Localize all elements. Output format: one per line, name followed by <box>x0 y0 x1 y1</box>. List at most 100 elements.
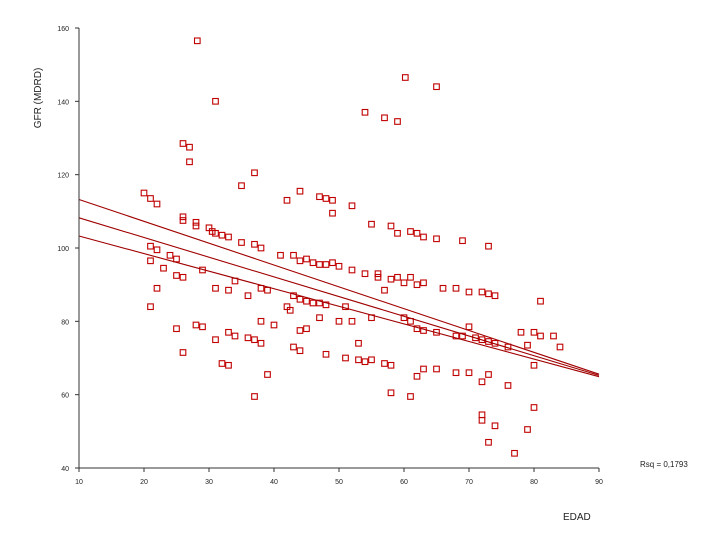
data-point <box>478 378 486 386</box>
data-point <box>160 264 167 272</box>
y-tick-label: 140 <box>57 99 69 106</box>
x-tick-label: 80 <box>530 479 538 486</box>
x-tick-label: 10 <box>75 479 83 486</box>
data-point <box>322 195 330 202</box>
y-tick-label: 100 <box>57 246 69 253</box>
data-point <box>244 334 252 342</box>
data-point <box>303 325 310 333</box>
data-point <box>290 251 297 259</box>
x-tick-label: 30 <box>205 479 213 486</box>
data-point <box>286 306 294 314</box>
data-point <box>387 222 395 230</box>
data-point <box>316 314 323 322</box>
data-point <box>517 328 525 336</box>
data-point <box>147 257 154 265</box>
data-point <box>472 334 479 342</box>
data-point <box>387 389 395 397</box>
data-point <box>251 336 258 344</box>
data-point <box>459 332 466 340</box>
data-point <box>309 259 317 267</box>
data-point <box>257 244 265 252</box>
data-point <box>387 275 395 283</box>
data-point <box>394 273 401 281</box>
data-point <box>316 299 323 307</box>
data-point <box>381 114 388 122</box>
data-point <box>212 336 219 344</box>
data-point <box>303 255 310 263</box>
data-point <box>413 372 421 380</box>
data-point <box>153 246 161 254</box>
data-point <box>355 356 362 364</box>
data-point <box>537 332 544 340</box>
data-point <box>524 426 531 433</box>
rsq-annotation: Rsq = 0,1793 <box>640 460 688 469</box>
data-point <box>225 233 232 241</box>
data-point <box>192 218 200 226</box>
data-point <box>550 332 557 340</box>
data-point <box>173 272 180 279</box>
data-point <box>329 259 336 267</box>
data-point <box>231 332 239 340</box>
data-point <box>212 229 219 237</box>
data-point <box>407 228 414 235</box>
data-point <box>452 369 460 377</box>
data-point <box>374 270 382 278</box>
data-point <box>238 182 245 190</box>
data-point <box>303 297 310 305</box>
data-point <box>296 295 304 303</box>
data-point <box>329 209 336 217</box>
data-point <box>309 299 317 307</box>
y-axis-ticks: 40 60 80 100 120 140 160 <box>57 26 79 473</box>
data-point <box>179 273 187 281</box>
data-point <box>244 292 252 300</box>
data-point <box>491 422 499 430</box>
data-point <box>179 217 187 224</box>
data-point <box>387 361 395 369</box>
data-point <box>452 284 460 292</box>
data-point <box>179 213 187 221</box>
data-point <box>420 279 427 287</box>
data-point <box>290 292 297 300</box>
data-point <box>186 143 193 151</box>
data-point <box>433 365 440 373</box>
data-point <box>413 229 421 237</box>
data-point <box>361 358 369 366</box>
data-point <box>251 393 258 400</box>
data-point <box>504 382 512 389</box>
data-point <box>342 303 349 311</box>
data-point <box>179 140 187 147</box>
x-tick-label: 40 <box>270 479 278 486</box>
data-point <box>420 365 427 373</box>
data-point <box>193 37 201 45</box>
data-point <box>465 288 473 296</box>
data-point <box>192 222 200 230</box>
x-axis-label: EDAD <box>563 512 591 523</box>
data-point <box>452 332 460 340</box>
data-point <box>140 189 148 197</box>
data-point <box>348 202 356 210</box>
data-point <box>225 361 232 369</box>
y-tick-label: 40 <box>61 466 69 473</box>
data-point <box>322 350 330 358</box>
axes <box>78 28 599 469</box>
data-point <box>199 323 206 331</box>
data-point <box>368 220 375 228</box>
data-point <box>147 303 154 311</box>
data-point <box>530 404 538 411</box>
data-point <box>316 261 323 268</box>
regression-lines <box>78 198 600 378</box>
data-point <box>264 371 271 378</box>
data-point <box>225 286 232 294</box>
x-tick-label: 70 <box>465 479 473 486</box>
data-point <box>186 158 193 166</box>
data-point <box>335 262 343 270</box>
data-point <box>166 251 174 259</box>
data-point <box>537 297 544 305</box>
data-point <box>485 242 492 250</box>
y-tick-label: 160 <box>57 26 69 33</box>
data-point <box>433 235 440 243</box>
data-point <box>413 281 421 289</box>
data-point <box>524 341 531 349</box>
data-point <box>361 270 369 278</box>
